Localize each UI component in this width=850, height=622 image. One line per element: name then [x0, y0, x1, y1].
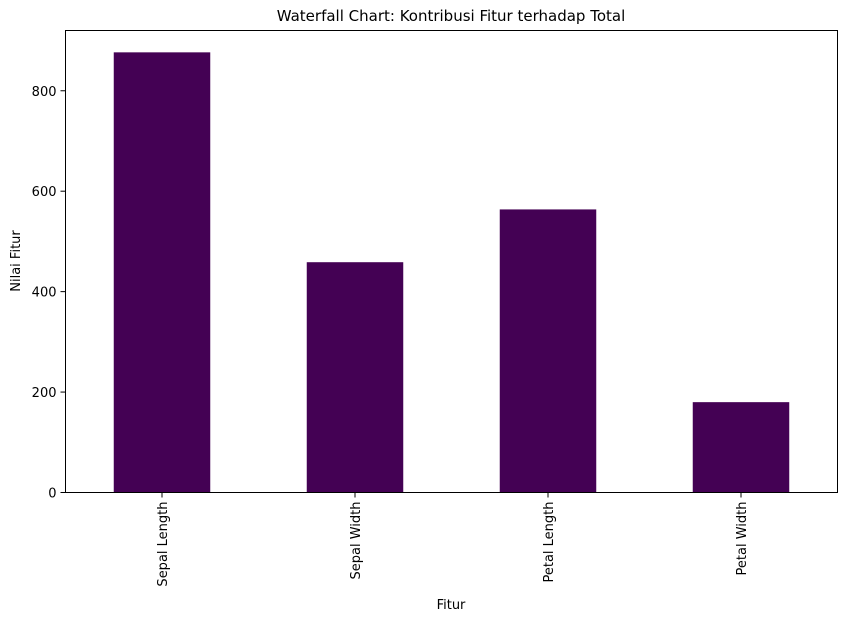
x-tick-label-sepal-length: Sepal Length — [156, 502, 171, 587]
x-tick-label-petal-width: Petal Width — [735, 502, 750, 576]
y-tick-label-800: 800 — [32, 85, 57, 100]
chart-title: Waterfall Chart: Kontribusi Fitur terhad… — [277, 7, 626, 25]
x-tick-label-petal-length: Petal Length — [542, 502, 557, 583]
y-tick-label-0: 0 — [48, 487, 56, 502]
y-tick-label-600: 600 — [32, 185, 57, 200]
bar-petal-width — [692, 402, 790, 493]
bar-sepal-length — [113, 52, 211, 493]
bars-layer — [113, 52, 790, 493]
y-tick-label-400: 400 — [32, 286, 57, 301]
x-axis-title: Fitur — [437, 598, 466, 613]
bar-sepal-width — [306, 262, 404, 493]
plot-frame — [65, 30, 838, 493]
bar-petal-length — [499, 209, 597, 493]
y-axis-title: Nilai Fitur — [9, 230, 24, 292]
y-tick-label-200: 200 — [32, 386, 57, 401]
ticks-layer: Sepal Length Sepal Width Petal Length Petal… — [32, 85, 750, 587]
x-tick-label-sepal-width: Sepal Width — [349, 502, 364, 580]
